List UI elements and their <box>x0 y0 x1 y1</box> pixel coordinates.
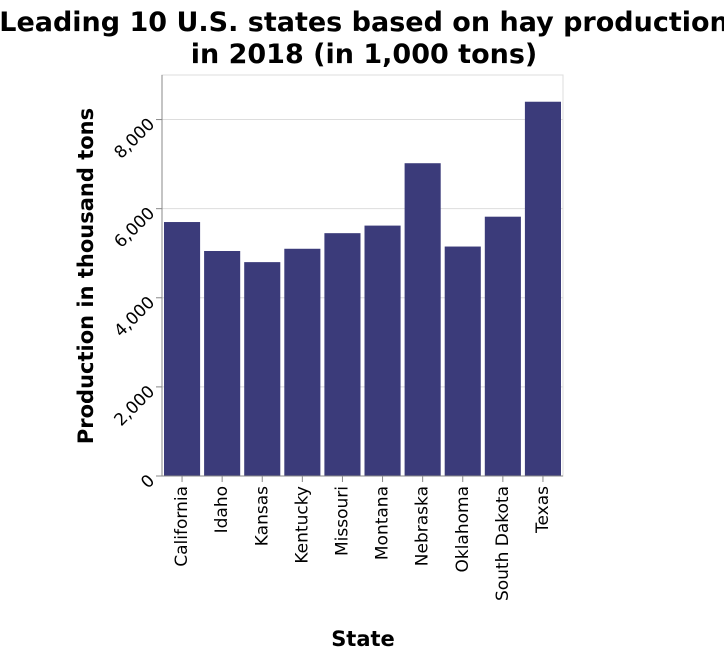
bar-texas <box>524 101 561 476</box>
x-tick-label: South Dakota <box>493 486 513 601</box>
y-tick-label: 0 <box>137 471 159 493</box>
chart-title-line-2: in 2018 (in 1,000 tons) <box>191 39 538 70</box>
bar-idaho <box>204 250 241 476</box>
y-axis-label: Production in thousand tons <box>74 108 98 444</box>
y-tick-label: 8,000 <box>111 114 160 163</box>
bar-kansas <box>244 262 281 476</box>
bar-montana <box>364 225 401 476</box>
x-tick-label: Texas <box>533 486 553 534</box>
x-tick-label: Oklahoma <box>453 486 473 573</box>
y-tick-label: 6,000 <box>111 204 160 253</box>
x-tick-label: California <box>172 486 192 567</box>
x-tick-label: Missouri <box>332 486 352 556</box>
bar-missouri <box>324 233 361 476</box>
bar-kentucky <box>284 248 321 476</box>
x-tick-label: Idaho <box>212 486 232 533</box>
y-tick-label: 2,000 <box>111 382 160 431</box>
plot-area: 0 2,000 4,000 6,000 8,000 California Idaho Kans… <box>111 74 564 601</box>
x-axis-label: State <box>331 627 395 651</box>
bar-nebraska <box>404 163 441 476</box>
x-tick-label: Kansas <box>252 486 272 546</box>
bar-california <box>164 222 201 476</box>
x-tick-label: Kentucky <box>292 486 312 564</box>
x-tick-label: Montana <box>373 486 393 560</box>
x-tick-label: Nebraska <box>413 486 433 566</box>
y-tick-label: 4,000 <box>111 293 160 342</box>
bar-south-dakota <box>484 216 521 477</box>
bar-oklahoma <box>444 246 481 476</box>
chart-title-line-1: Leading 10 U.S. states based on hay prod… <box>0 7 724 38</box>
